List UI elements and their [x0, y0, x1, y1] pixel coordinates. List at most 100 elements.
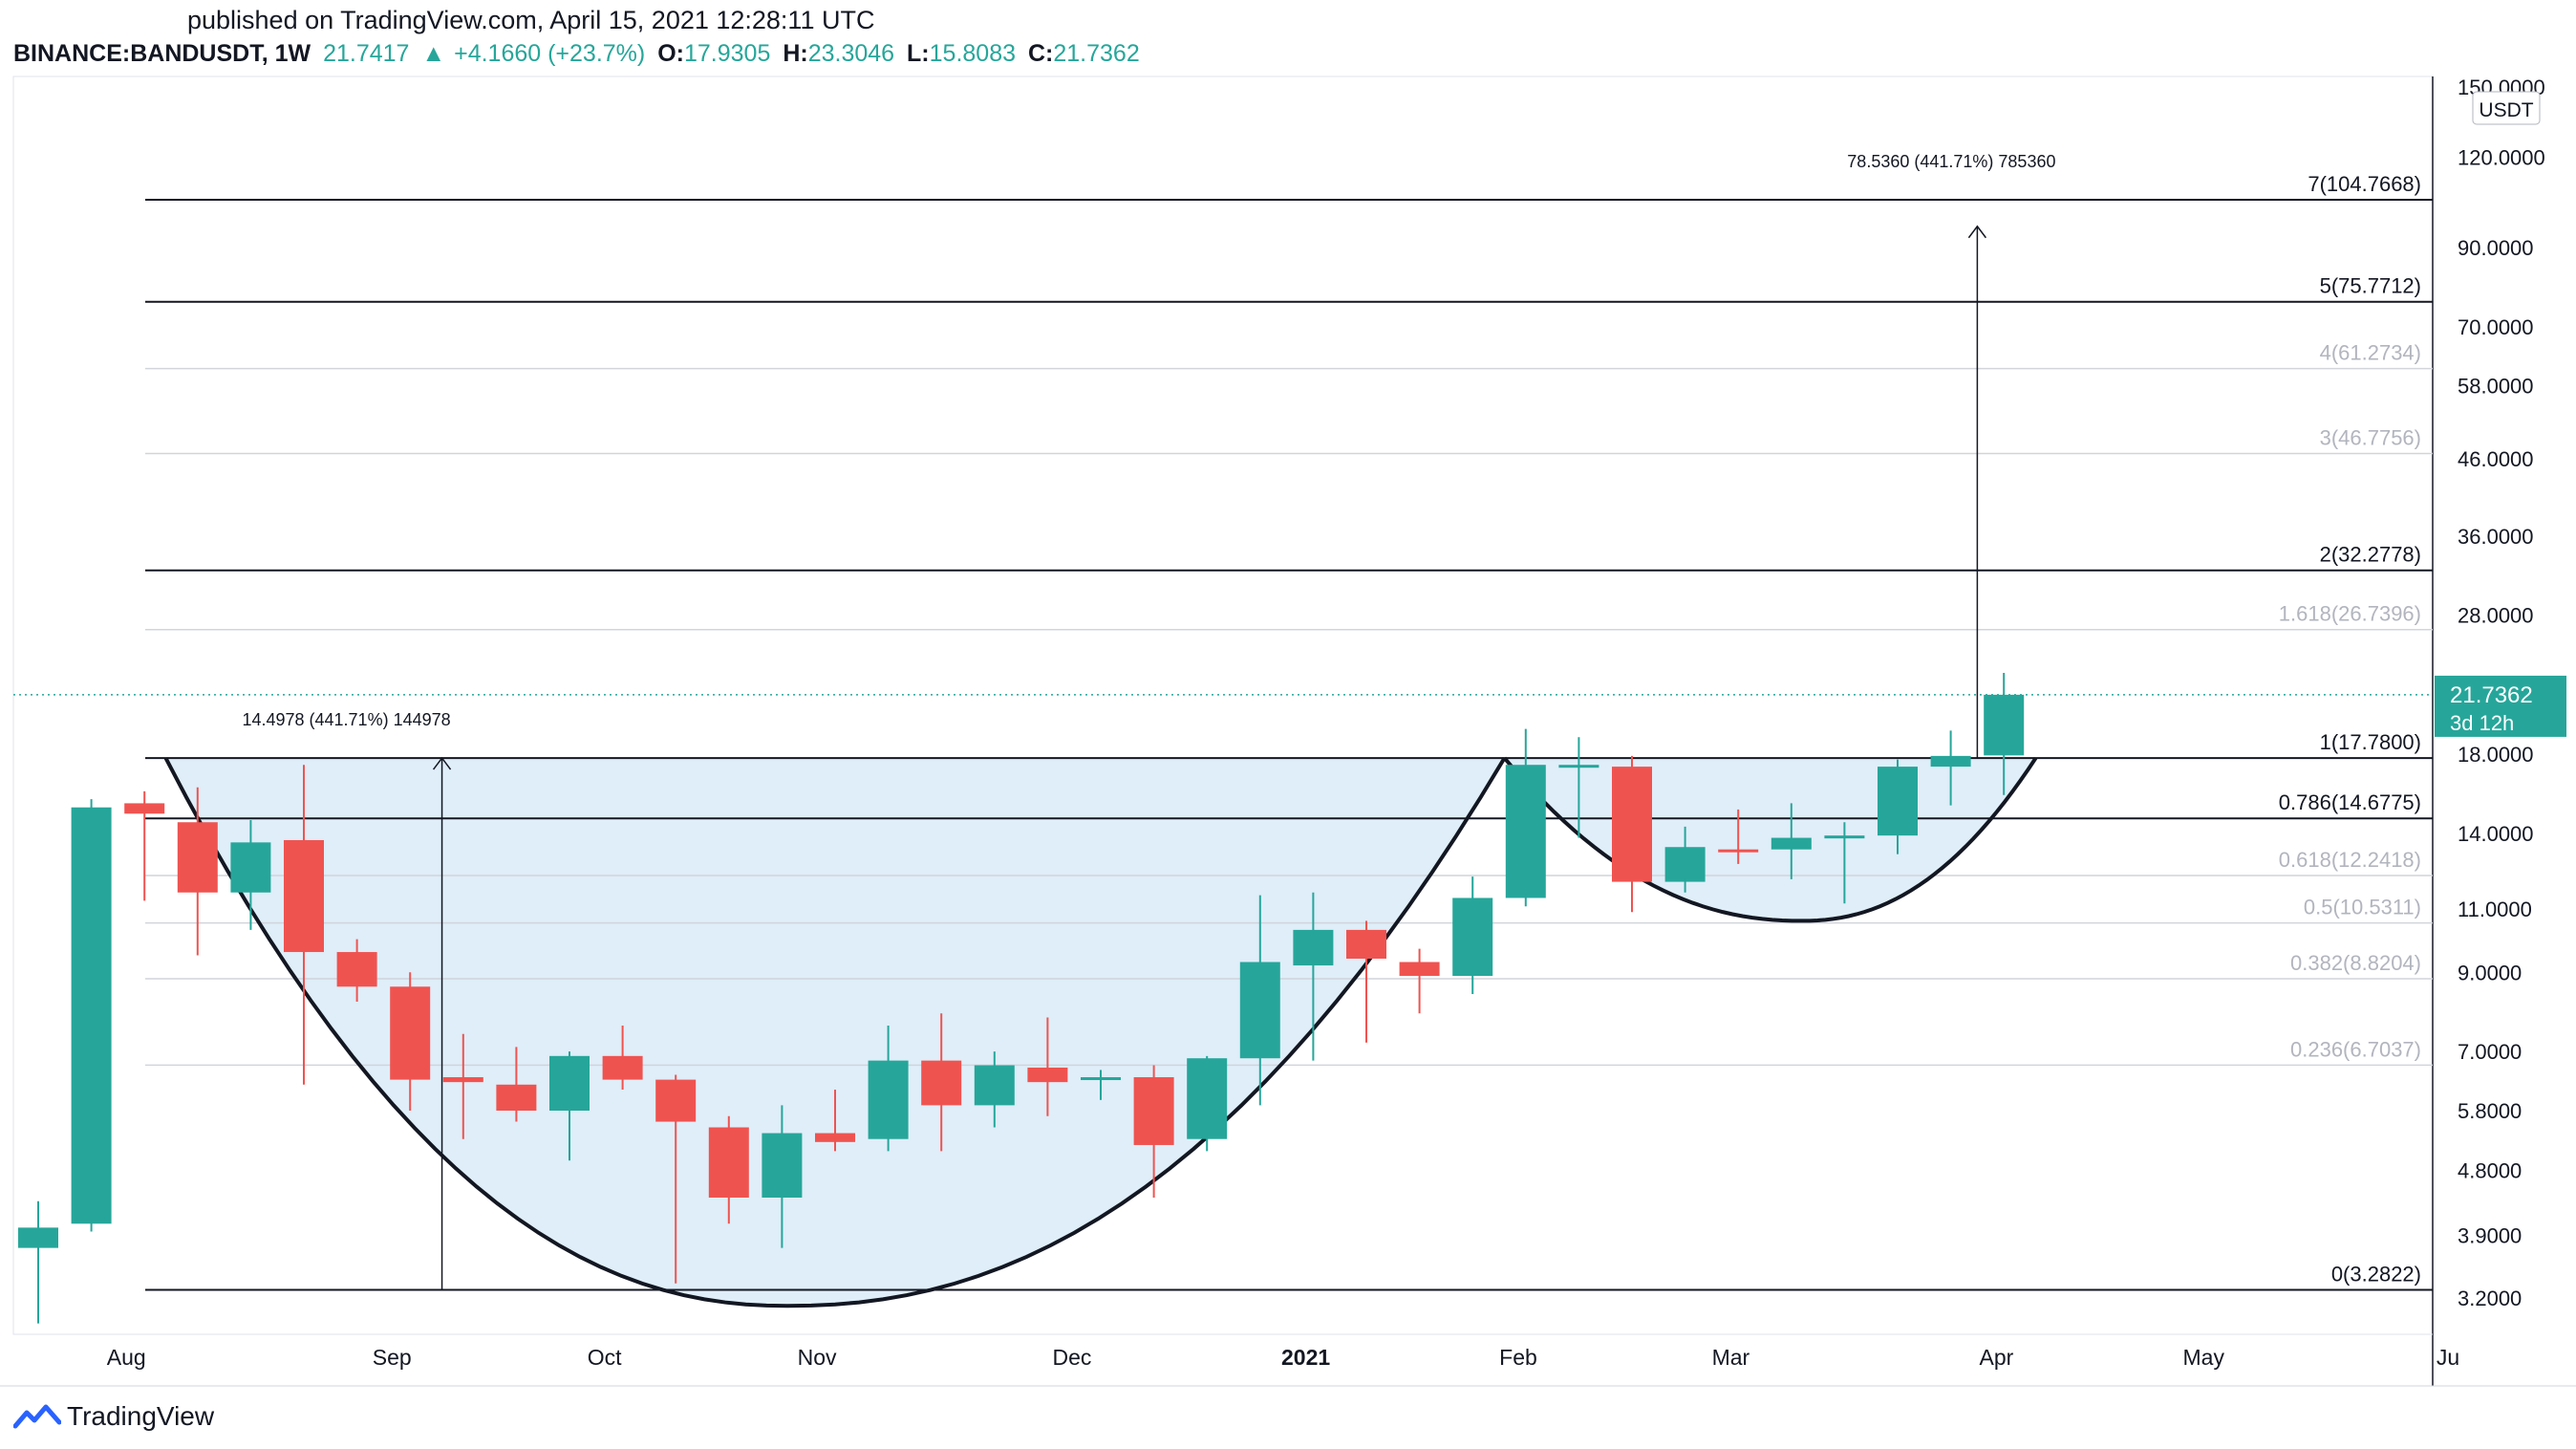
candle-body	[1984, 694, 2025, 756]
cup-curve	[163, 757, 1507, 1308]
low-value: 15.8083	[929, 40, 1017, 67]
time-tick-label: Oct	[588, 1345, 622, 1370]
candle-body	[1664, 847, 1706, 882]
time-tick-label: May	[2183, 1345, 2225, 1370]
currency-badge	[2472, 91, 2541, 125]
time-tick-label: Aug	[107, 1345, 146, 1370]
current-price-label: 21.7362	[2450, 682, 2533, 708]
candle	[974, 1051, 1015, 1128]
measure-label: 78.5360 (441.71%) 785360	[1847, 152, 2055, 171]
candle	[124, 790, 165, 901]
candle	[708, 1115, 749, 1224]
fib-level-label: 0(3.2822)	[2331, 1263, 2421, 1287]
cup-and-handle-fill	[165, 758, 2036, 1307]
close-value: 21.7362	[1053, 40, 1140, 67]
price-tick-label: 7.0000	[2458, 1040, 2522, 1064]
fib-level-label: 0.5(10.5311)	[2304, 896, 2421, 919]
candle	[1505, 728, 1546, 907]
candle	[1293, 892, 1334, 1061]
price-tick-label: 46.0000	[2458, 447, 2534, 471]
candle	[655, 1074, 697, 1284]
candle-body	[1878, 767, 1918, 836]
candle	[1346, 920, 1386, 1043]
open-key: O:	[657, 40, 684, 67]
candle-body	[762, 1133, 803, 1198]
candle	[1239, 895, 1280, 1106]
fib-level-label: 3(46.7756)	[2320, 426, 2421, 450]
candle	[390, 972, 431, 1112]
candle-body	[1452, 898, 1493, 976]
price-tick-label: 3.2000	[2458, 1287, 2522, 1310]
plot-area	[12, 76, 2434, 1335]
candle-body	[336, 952, 377, 987]
time-tick-label: Sep	[373, 1345, 412, 1370]
fib-level-label: 1(17.7800)	[2320, 730, 2421, 754]
candle-body	[1558, 765, 1599, 768]
candle-body	[655, 1079, 697, 1122]
published-info: published on TradingView.com, April 15, …	[187, 6, 875, 34]
candle	[868, 1025, 909, 1152]
candle	[496, 1047, 537, 1122]
candle	[1824, 822, 1865, 904]
measure-arrow-head	[1967, 225, 1986, 239]
candle-body	[1771, 837, 1812, 850]
candle-body	[1239, 962, 1280, 1059]
tradingview-logo-text: TradingView	[67, 1401, 215, 1431]
time-tick-label: Dec	[1053, 1345, 1092, 1370]
candle	[1187, 1055, 1228, 1152]
price-tick-label: 28.0000	[2458, 604, 2534, 628]
fib-level-label: 1.618(26.7396)	[2279, 602, 2421, 626]
candle	[815, 1090, 855, 1152]
open-value: 17.9305	[683, 40, 771, 67]
candle	[921, 1013, 962, 1152]
candle	[1984, 673, 2025, 795]
candle-body	[602, 1055, 643, 1080]
candle-body	[124, 803, 165, 814]
currency-badge-text: USDT	[2479, 99, 2533, 121]
candle-body	[1187, 1058, 1228, 1139]
price-tick-label: 5.8000	[2458, 1099, 2522, 1123]
candle-body	[921, 1060, 962, 1106]
candle	[1399, 948, 1440, 1014]
tradingview-logo[interactable]: TradingView	[13, 1401, 214, 1432]
time-tick-label: Mar	[1712, 1345, 1750, 1370]
candle-body	[815, 1133, 855, 1142]
candle-body	[442, 1077, 483, 1083]
time-tick-label: Nov	[798, 1345, 837, 1370]
price-tick-label: 58.0000	[2458, 375, 2534, 399]
candle-body	[708, 1127, 749, 1198]
candle	[442, 1033, 483, 1139]
candle	[762, 1105, 803, 1248]
fib-level-label: 0.236(6.7037)	[2290, 1037, 2421, 1061]
candle-body	[549, 1055, 590, 1112]
candle	[1930, 730, 1971, 806]
candle-body	[230, 842, 271, 893]
price-tick-label: 9.0000	[2458, 961, 2522, 984]
last-price: 21.7417	[323, 40, 410, 67]
candle	[1878, 759, 1918, 854]
candle-body	[284, 839, 324, 953]
candle-body	[1133, 1077, 1174, 1145]
price-tick-label: 120.0000	[2458, 145, 2545, 169]
candle	[1027, 1017, 1068, 1116]
candle-body	[1612, 767, 1652, 882]
candle	[336, 939, 377, 1002]
time-tick-label: Feb	[1499, 1345, 1537, 1370]
candle-body	[1399, 962, 1440, 976]
symbol-label[interactable]: BINANCE:BANDUSDT, 1W	[13, 40, 311, 67]
candle	[1718, 809, 1759, 864]
high-value: 23.3046	[807, 40, 895, 67]
price-tick-label: 90.0000	[2458, 236, 2534, 260]
up-arrow-icon: ▲	[421, 40, 446, 67]
candle-body	[1081, 1077, 1121, 1081]
candle	[1771, 803, 1812, 879]
fib-level-label: 0.382(8.8204)	[2290, 951, 2421, 975]
price-tick-label: 4.8000	[2458, 1158, 2522, 1182]
candle-body	[177, 822, 218, 893]
measure-label: 14.4978 (441.71%) 144978	[242, 710, 450, 729]
price-change: +4.1660 (+23.7%)	[454, 40, 646, 67]
candle	[1133, 1065, 1174, 1198]
candle-body	[1027, 1067, 1068, 1083]
fib-level-label: 2(32.2778)	[2320, 543, 2421, 567]
